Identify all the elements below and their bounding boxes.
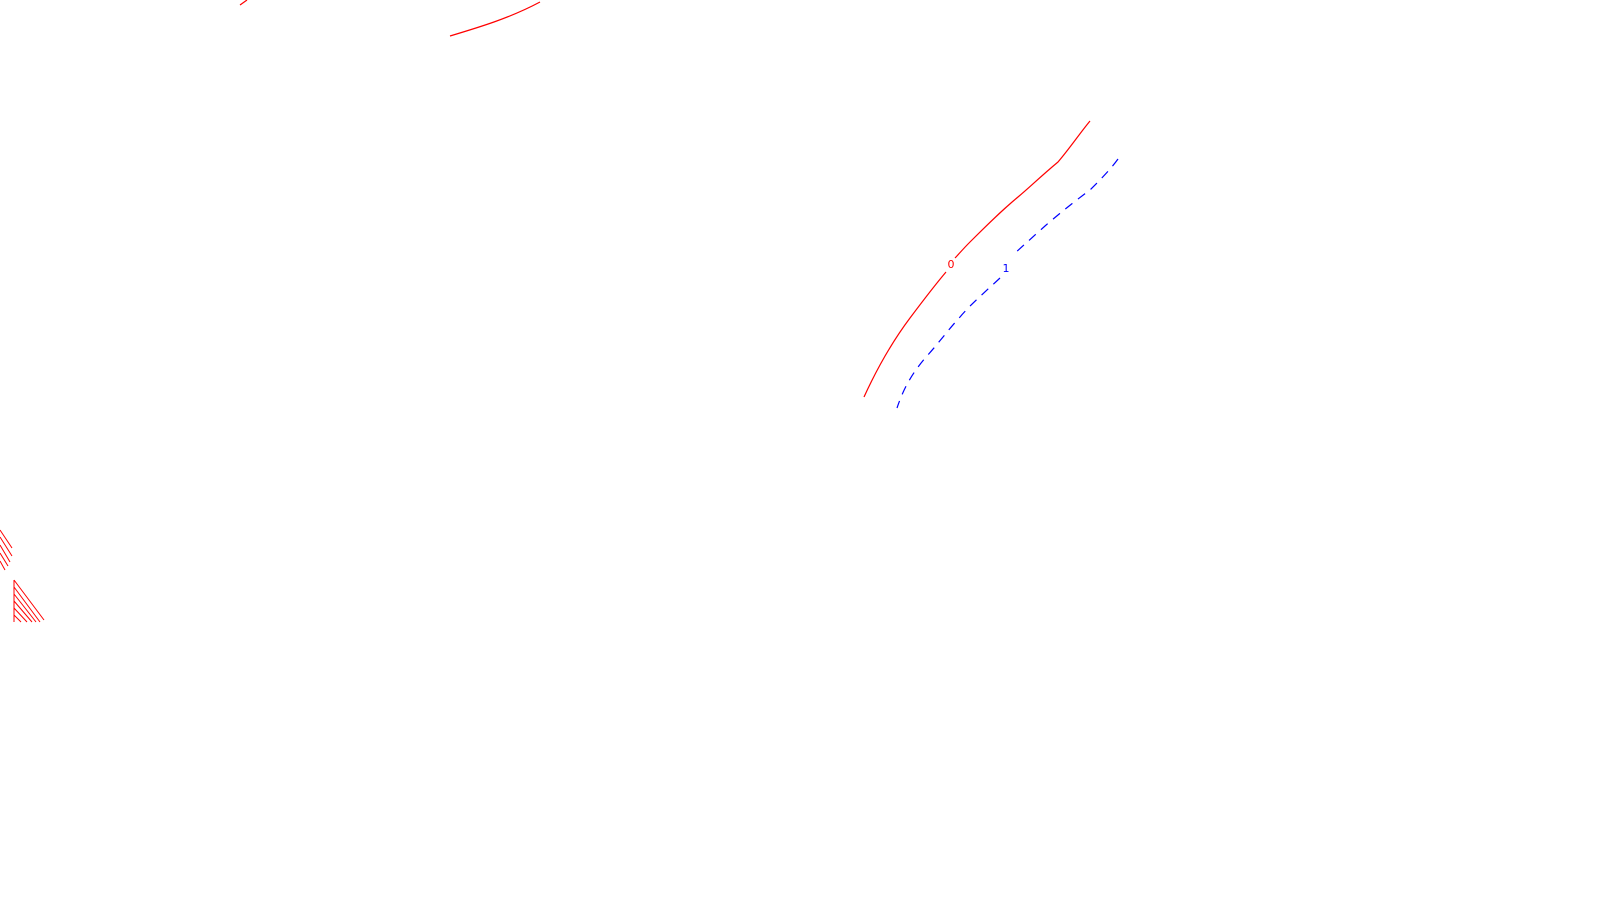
contour-line-0 [954,120,1091,259]
top-contour-arc-left [239,0,248,6]
contour-line-1-lower [896,277,1001,409]
top-contour-arc [449,1,541,37]
contour-label-0: 0 [948,258,955,271]
hatched-region [0,529,45,623]
contour-label-1: 1 [1003,262,1010,275]
contour-line-0-lower [863,271,947,398]
contour-line-1 [1013,158,1119,255]
